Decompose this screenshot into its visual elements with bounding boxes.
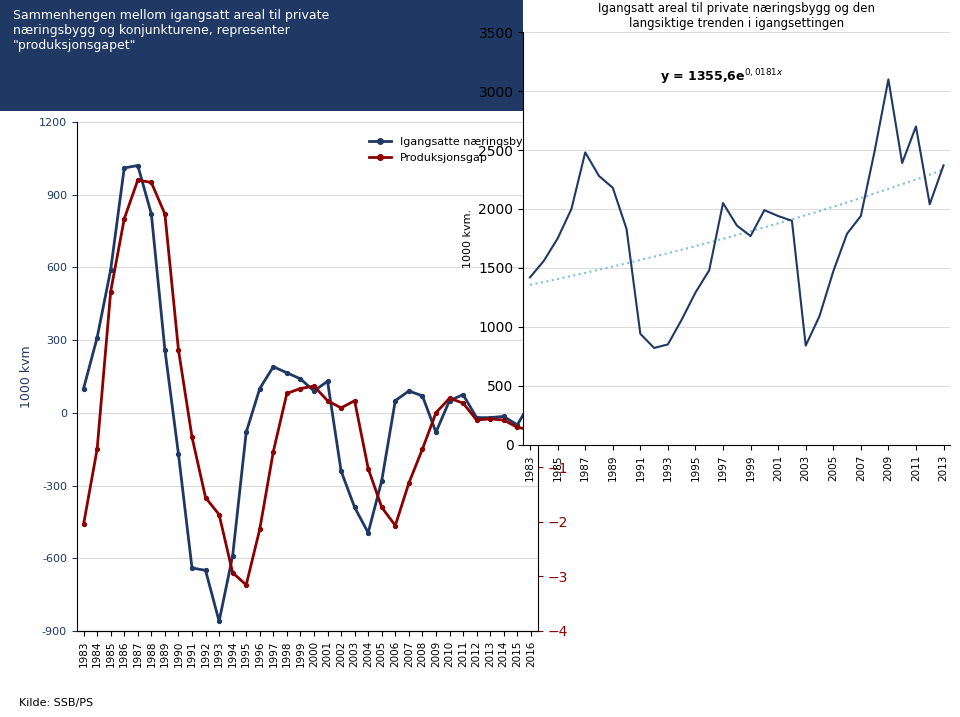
Y-axis label: Produk: Produk xyxy=(571,355,585,398)
Text: Sammenhengen mellom igangsatt areal til private
næringsbygg og konjunkturene, re: Sammenhengen mellom igangsatt areal til … xyxy=(13,9,329,52)
Legend: Igangsatte næringsbygg, Produksjonsgap: Igangsatte næringsbygg, Produksjonsgap xyxy=(365,133,541,167)
Y-axis label: 1000 kvm.: 1000 kvm. xyxy=(463,209,472,268)
Title: Igangsatt areal til private næringsbygg og den
langsiktige trenden i igangsettin: Igangsatt areal til private næringsbygg … xyxy=(598,1,876,29)
Text: Kilde: SSB/PS: Kilde: SSB/PS xyxy=(19,698,93,708)
Y-axis label: 1000 kvm: 1000 kvm xyxy=(20,345,34,408)
Text: y = 1355,6e$^{0,0181x}$: y = 1355,6e$^{0,0181x}$ xyxy=(660,68,783,87)
